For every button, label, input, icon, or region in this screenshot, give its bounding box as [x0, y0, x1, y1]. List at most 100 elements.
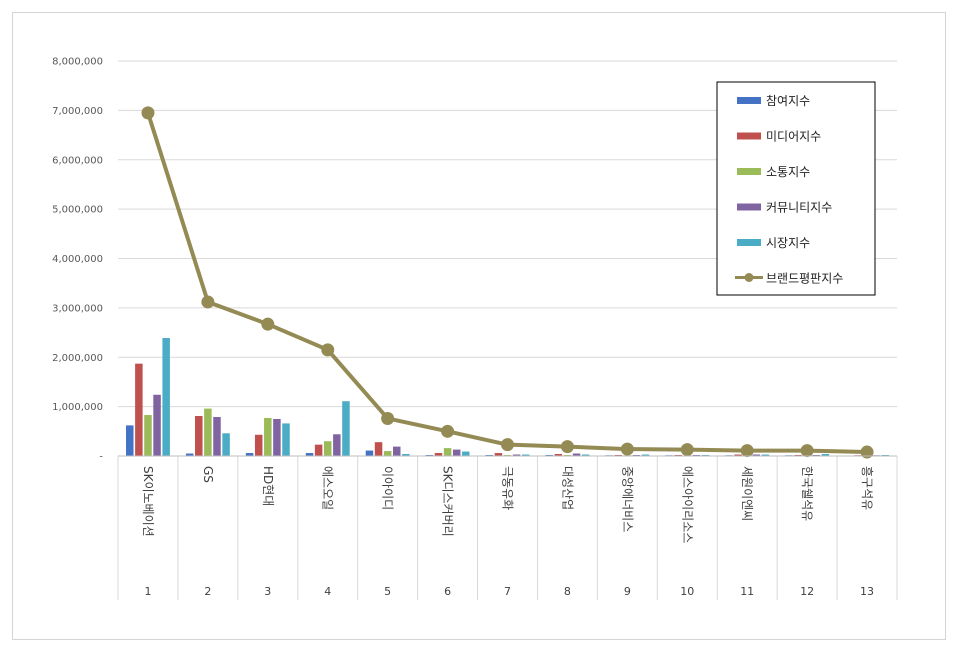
legend-label: 참여지수: [766, 94, 810, 108]
category-rank: 4: [324, 585, 331, 598]
category-label: 에스오일: [321, 466, 335, 510]
line-point: [740, 444, 754, 458]
category-rank: 6: [444, 585, 451, 598]
bar: [641, 454, 650, 456]
bar: [761, 454, 770, 456]
category-label: 에스아이리소스: [680, 466, 694, 543]
bar: [402, 454, 410, 456]
category-rank: 13: [860, 585, 874, 598]
y-tick-label: 2,000,000: [52, 353, 103, 364]
line-point: [141, 106, 155, 120]
category-label: SK이노베이션: [141, 466, 155, 537]
bar: [734, 454, 742, 456]
bar: [452, 449, 461, 456]
line-point: [680, 443, 694, 457]
bar: [462, 451, 470, 456]
line-point: [560, 440, 574, 454]
y-tick-label: 4,000,000: [52, 254, 103, 265]
legend-swatch: [737, 97, 761, 104]
legend-label: 브랜드평판지수: [766, 272, 843, 286]
legend-swatch: [737, 168, 761, 175]
line-point: [321, 343, 335, 357]
category-label: 이아이디: [381, 466, 395, 510]
y-tick-label: 6,000,000: [52, 155, 103, 166]
bar: [254, 434, 263, 456]
y-tick-label: 1,000,000: [52, 402, 103, 413]
bar: [374, 442, 383, 456]
bar: [195, 416, 203, 456]
bar: [494, 453, 503, 456]
bar: [144, 415, 152, 456]
line-point: [441, 424, 455, 438]
bar: [752, 454, 761, 456]
bar: [282, 423, 290, 456]
category-rank: 2: [204, 585, 211, 598]
legend-label: 미디어지수: [766, 130, 821, 144]
y-tick-label: 3,000,000: [52, 303, 103, 314]
category-label: 흥구석유: [860, 466, 874, 510]
category-label: 극동유화: [501, 466, 515, 510]
legend-label: 소통지수: [766, 165, 810, 179]
category-label: SK디스커버리: [441, 466, 455, 537]
bar: [273, 418, 281, 456]
category-rank: 11: [740, 585, 754, 598]
category-label: 대성산업: [560, 466, 574, 510]
bar: [554, 454, 563, 456]
legend-label: 커뮤니티지수: [766, 201, 832, 215]
bar: [162, 337, 170, 456]
bar: [323, 441, 332, 456]
y-tick-label: 7,000,000: [52, 106, 103, 117]
bar: [383, 451, 392, 456]
bar: [821, 454, 830, 456]
bar: [512, 454, 521, 456]
legend-box: [716, 81, 876, 296]
line-point: [201, 295, 215, 309]
legend-label: 시장지수: [766, 236, 810, 250]
category-rank: 8: [564, 585, 571, 598]
category-rank: 3: [264, 585, 271, 598]
bar: [393, 446, 401, 456]
bar: [153, 394, 161, 456]
y-tick-label: 5,000,000: [52, 205, 103, 216]
category-rank: 9: [624, 585, 631, 598]
bar: [581, 454, 590, 456]
bar: [135, 363, 143, 456]
bar: [126, 425, 134, 456]
line-point: [800, 444, 814, 458]
bar: [572, 453, 581, 456]
bar: [204, 408, 212, 456]
category-rank: 10: [680, 585, 694, 598]
legend-swatch: [737, 132, 761, 140]
category-label: GS: [201, 466, 215, 483]
bar: [333, 434, 341, 456]
y-tick-label: -: [99, 452, 103, 463]
category-label: HD현대: [261, 466, 275, 506]
bar: [245, 453, 254, 456]
bar: [314, 444, 323, 456]
bar: [185, 453, 194, 456]
line-point: [860, 445, 874, 459]
category-rank: 12: [800, 585, 814, 598]
bar: [434, 453, 443, 456]
bar: [443, 448, 452, 456]
legend-swatch: [737, 239, 761, 246]
bar: [264, 417, 272, 456]
category-rank: 1: [144, 585, 151, 598]
line-point: [620, 442, 634, 456]
bar: [521, 454, 530, 456]
category-label: 세원이엔씨: [740, 466, 754, 521]
bar: [222, 433, 230, 456]
category-rank: 5: [384, 585, 391, 598]
category-label: 중앙에너비스: [620, 466, 634, 532]
bar: [305, 453, 314, 456]
legend-line-marker: [744, 273, 754, 282]
bar: [342, 401, 350, 456]
bar: [213, 416, 221, 456]
bar: [365, 450, 374, 456]
category-label: 한국쉘석유: [800, 466, 814, 521]
category-rank: 7: [504, 585, 511, 598]
line-point: [501, 438, 514, 452]
legend-swatch: [737, 203, 761, 211]
line-point: [381, 411, 395, 425]
